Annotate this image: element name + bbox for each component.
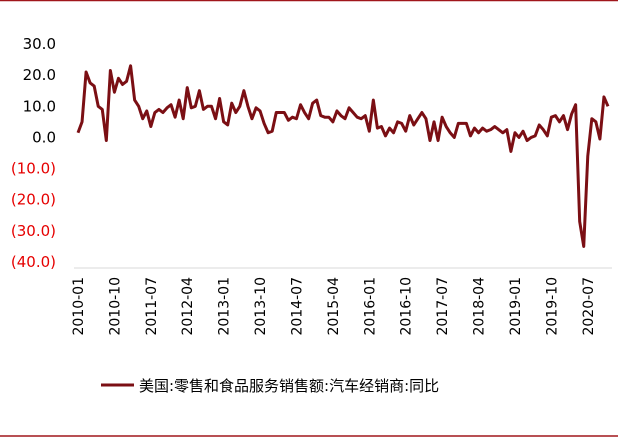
y-tick-label: 20.0 <box>23 66 56 84</box>
x-tick-label: 2013-01 <box>217 277 233 336</box>
x-tick-label: 2010-01 <box>71 277 87 336</box>
x-tick-label: 2014-07 <box>289 277 305 336</box>
x-tick-label: 2015-04 <box>326 277 342 336</box>
x-tick-label: 2011-07 <box>144 277 160 336</box>
y-tick-label: (30.0) <box>11 222 56 240</box>
y-tick-label: (20.0) <box>11 191 56 209</box>
series-line <box>76 64 610 248</box>
y-tick-label: 10.0 <box>23 97 56 115</box>
y-axis-labels: 30.0 20.0 10.0 0.0 (10.0) (20.0) (30.0) (40.0) <box>11 35 56 271</box>
x-axis-labels: 2010-01 2010-10 2011-07 2012-04 2013-01 2013-… <box>71 277 597 336</box>
x-tick-label: 2013-10 <box>253 277 269 336</box>
x-tick-label: 2020-07 <box>581 277 597 336</box>
x-tick-label: 2019-10 <box>544 277 560 336</box>
legend-label: 美国:零售和食品服务销售额:汽车经销商:同比 <box>139 377 439 395</box>
y-tick-label: 0.0 <box>32 128 56 146</box>
x-tick-label: 2017-07 <box>435 277 451 336</box>
x-tick-label: 2016-01 <box>362 277 378 336</box>
x-tick-label: 2019-01 <box>508 277 524 336</box>
y-tick-label: (40.0) <box>11 253 56 271</box>
y-tick-label: 30.0 <box>23 35 56 53</box>
y-tick-label: (10.0) <box>11 160 56 178</box>
x-tick-label: 2012-04 <box>180 277 196 336</box>
x-tick-label: 2018-04 <box>472 277 488 336</box>
x-tick-label: 2016-10 <box>399 277 415 336</box>
legend: 美国:零售和食品服务销售额:汽车经销商:同比 <box>101 377 439 395</box>
x-tick-label: 2010-10 <box>107 277 123 336</box>
